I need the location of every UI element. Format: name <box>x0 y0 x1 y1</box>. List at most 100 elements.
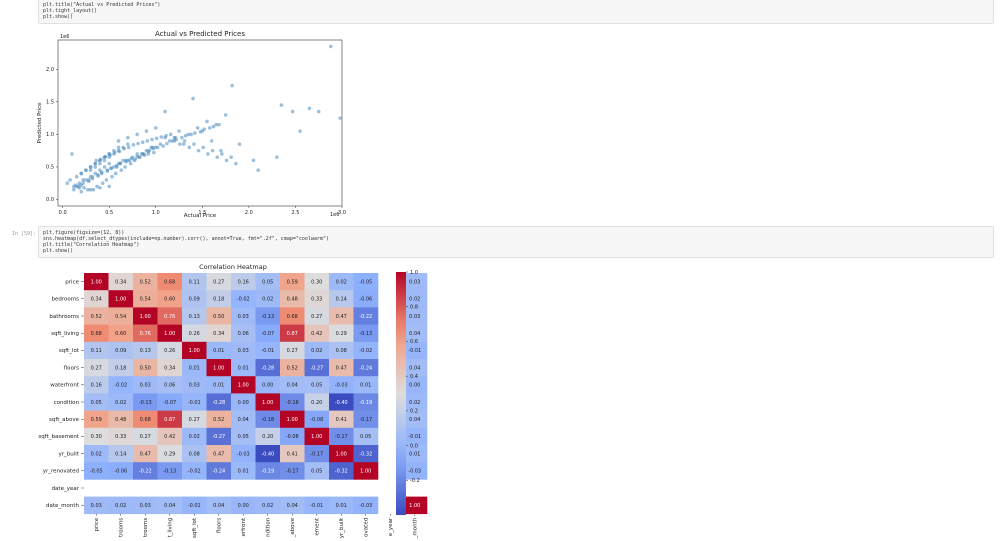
scatter-point <box>117 149 122 154</box>
heatmap-cell-label: 0.04 <box>238 417 249 423</box>
scatter-point <box>209 139 214 143</box>
scatter-point <box>187 145 192 150</box>
y-tick-label: 0.0 <box>46 197 54 203</box>
scatter-point <box>70 152 74 156</box>
heatmap-cell-label: -0.19 <box>261 469 274 475</box>
heatmap-cell-label: 0.68 <box>91 331 102 337</box>
heatmap-cell-label: -0.17 <box>286 469 299 475</box>
heatmap-cell <box>108 376 134 394</box>
scatter-point <box>82 185 86 190</box>
heatmap-cell-label: 0.27 <box>189 417 200 423</box>
heatmap-cell <box>255 359 281 377</box>
heatmap-row-label: date_year <box>52 486 80 492</box>
heatmap-col-label: floors <box>217 518 223 533</box>
scatter-point <box>147 148 152 153</box>
heatmap-cell <box>108 445 134 463</box>
scatter-point <box>100 181 105 186</box>
heatmap-cell-label: 0.48 <box>287 297 298 303</box>
scatter-point <box>338 116 342 120</box>
heatmap-cell <box>280 496 305 515</box>
heatmap-cell <box>304 376 330 394</box>
code-cell-bottom[interactable]: plt.figure(figsize=(12, 8)) sns.heatmap(… <box>38 226 994 258</box>
heatmap-cell <box>231 376 256 394</box>
heatmap-cell <box>329 307 354 325</box>
scatter-point <box>165 141 169 146</box>
scatter-point <box>126 142 130 146</box>
heatmap-cell <box>133 462 158 480</box>
code-cell-top[interactable]: plt.title("Actual vs Predicted Prices") … <box>38 0 994 24</box>
x-tick-label: 1.0 <box>152 210 160 216</box>
heatmap-cell <box>255 462 281 480</box>
heatmap-cell <box>157 445 183 463</box>
scatter-point <box>128 161 133 166</box>
scatter-point <box>121 158 125 163</box>
heatmap-cell <box>255 307 281 325</box>
scatter-point <box>136 141 140 146</box>
heatmap-cell <box>353 445 379 463</box>
scatter-point <box>135 132 139 137</box>
x-tick-label: 0.0 <box>59 210 67 216</box>
heatmap-cell <box>157 273 183 291</box>
heatmap-col-label: ovated <box>364 518 370 537</box>
heatmap-cell <box>108 410 134 429</box>
heatmap-cell-label: 0.48 <box>115 417 126 423</box>
scatter-point <box>135 154 139 159</box>
heatmap-cell <box>304 393 330 411</box>
heatmap-cell-label: 0.27 <box>213 279 224 285</box>
heatmap-row-label: sqft_basement <box>38 434 79 440</box>
heatmap-cell-label: 0.34 <box>213 331 224 337</box>
heatmap-cell <box>231 341 256 360</box>
heatmap-col-label: trooms <box>143 518 149 537</box>
heatmap-cell-label: 0.03 <box>140 503 151 509</box>
heatmap-cell <box>84 273 109 291</box>
heatmap-cell <box>329 376 354 394</box>
scatter-point <box>237 142 242 146</box>
heatmap-cell <box>157 359 183 377</box>
heatmap-cell <box>353 290 379 308</box>
scatter-point <box>93 165 98 169</box>
heatmap-cell-label: 0.03 <box>238 348 249 354</box>
heatmap-row-label: floors <box>64 365 79 371</box>
scatter-point <box>183 133 188 138</box>
heatmap-cell <box>206 462 232 480</box>
heatmap-cell-label: 0.60 <box>115 331 126 337</box>
heatmap-cell-label: 0.04 <box>409 331 420 337</box>
colorbar-tick-label: -0.2 <box>410 478 420 484</box>
heatmap-cell <box>84 462 109 480</box>
heatmap-cell <box>304 496 330 515</box>
heatmap-cell-label: 1.00 <box>115 297 126 303</box>
scatter-point <box>205 119 209 124</box>
heatmap-cell <box>133 445 158 463</box>
heatmap-row-label: yr_renovated <box>43 469 79 475</box>
scatter-point <box>91 187 96 192</box>
scatter-point <box>275 155 279 159</box>
heatmap-cell-label: 0.03 <box>140 383 151 389</box>
scatter-point <box>224 158 229 163</box>
heatmap-cell <box>329 341 354 360</box>
heatmap-cell-label: 0.47 <box>336 365 347 371</box>
colorbar-tick-label: 1.0 <box>410 270 418 276</box>
heatmap-cell-label: 1.00 <box>409 503 420 509</box>
heatmap-cell-label: -0.06 <box>359 297 372 303</box>
scatter-point <box>189 132 193 137</box>
scatter-point <box>191 96 195 101</box>
heatmap-cell-label: -0.03 <box>335 383 348 389</box>
heatmap-cell <box>255 427 281 446</box>
heatmap-cell-label: 0.08 <box>336 348 347 354</box>
heatmap-cell-label: 0.68 <box>164 279 175 285</box>
scatter-point <box>180 135 184 140</box>
heatmap-cell <box>206 307 232 325</box>
scatter-point <box>118 161 123 165</box>
scatter-point <box>207 126 212 130</box>
heatmap-cell <box>255 376 281 394</box>
scatter-point <box>74 174 79 179</box>
heatmap-cell <box>231 496 256 515</box>
heatmap-cell <box>231 445 256 463</box>
heatmap-cell <box>84 445 109 463</box>
scatter-point <box>307 106 312 111</box>
heatmap-cell <box>255 324 281 343</box>
heatmap-cell-label: 1.00 <box>287 417 298 423</box>
heatmap-cell-label: 0.04 <box>287 503 298 509</box>
heatmap-cell-label: 0.30 <box>91 434 102 440</box>
heatmap-cell-label: -0.08 <box>286 434 299 440</box>
